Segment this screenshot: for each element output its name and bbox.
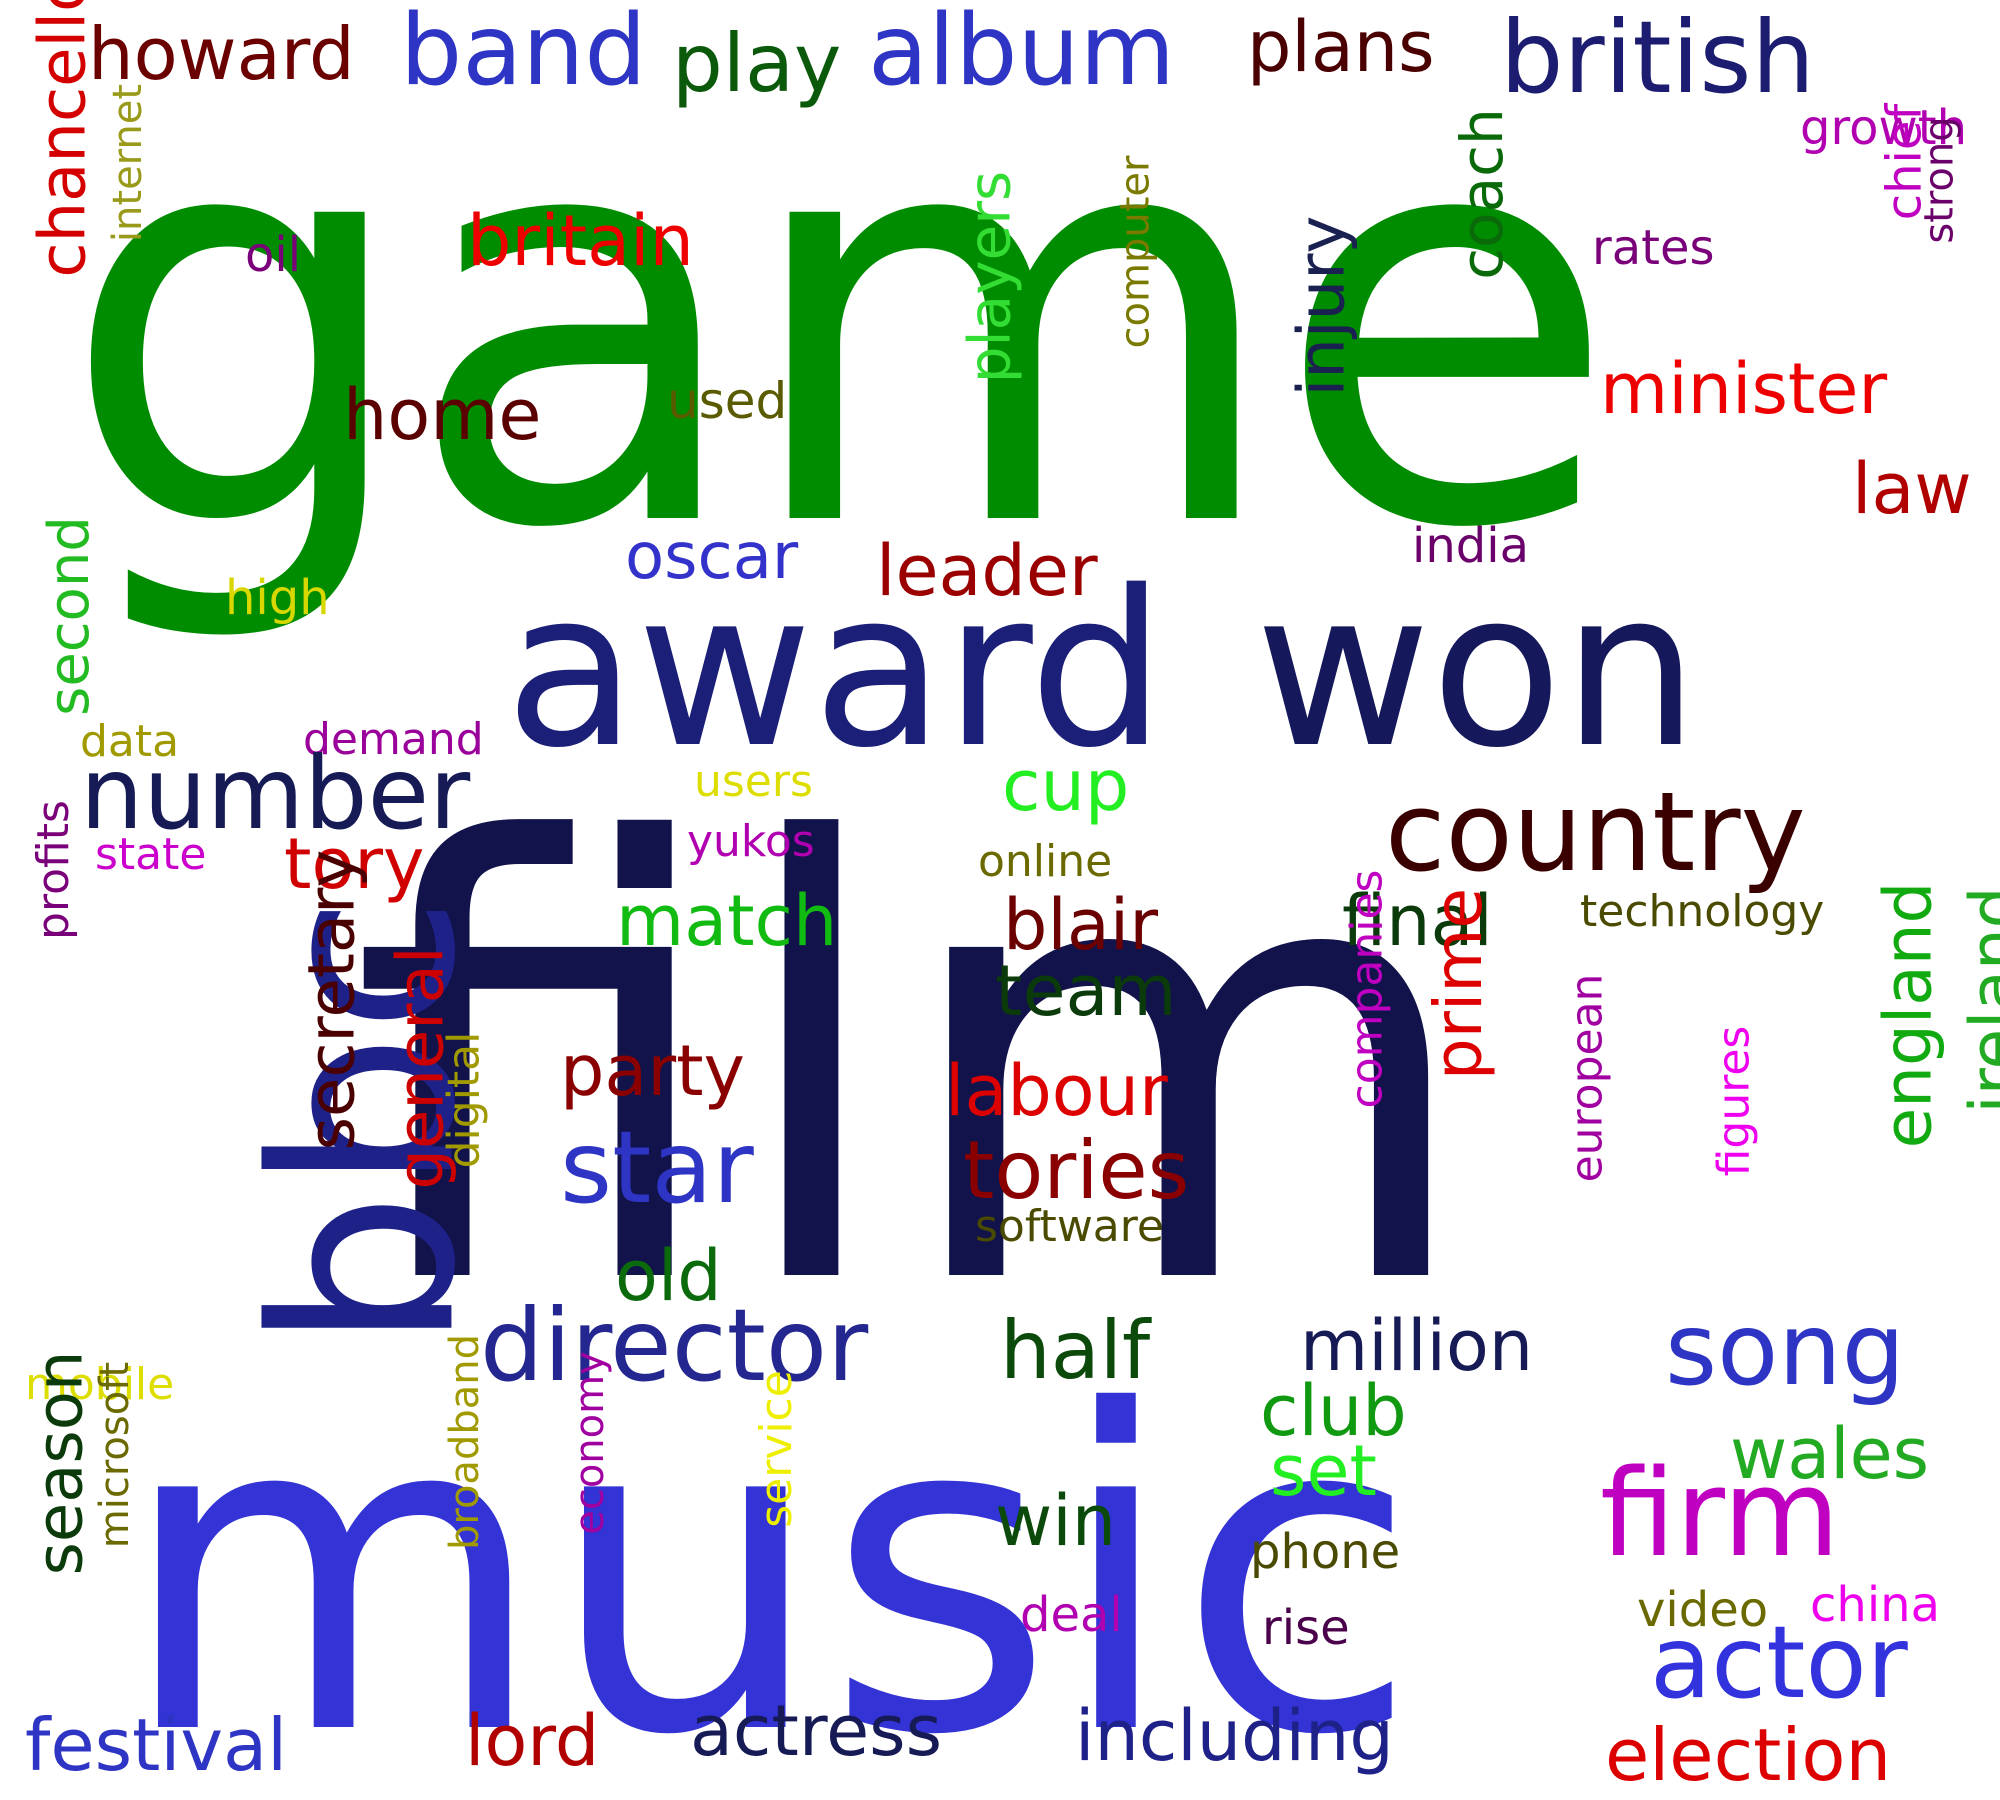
word-india: india xyxy=(1412,517,1529,574)
word-tories: tories xyxy=(963,1124,1190,1218)
word-team: team xyxy=(995,949,1177,1032)
word-strong: strong xyxy=(1917,116,1963,244)
word-second: second xyxy=(37,516,102,716)
word-minister: minister xyxy=(1600,347,1888,430)
word-festival: festival xyxy=(25,1702,288,1787)
word-ireland: ireland xyxy=(1955,886,2000,1114)
word-match: match xyxy=(616,879,838,962)
word-election: election xyxy=(1605,1712,1892,1797)
word-digital: digital xyxy=(438,1031,489,1168)
word-old: old xyxy=(615,1234,722,1317)
word-oscar: oscar xyxy=(625,520,799,595)
word-software: software xyxy=(975,1200,1164,1252)
word-half: half xyxy=(1000,1304,1151,1398)
word-labour: labour xyxy=(945,1049,1168,1132)
word-profits: profits xyxy=(28,800,80,940)
word-party: party xyxy=(560,1029,745,1112)
word-video: video xyxy=(1637,1581,1769,1638)
word-game: game xyxy=(60,0,1619,651)
word-used: used xyxy=(667,372,788,430)
word-lord: lord xyxy=(465,1699,600,1782)
word-home: home xyxy=(343,373,542,456)
word-band: band xyxy=(400,0,647,108)
word-star: star xyxy=(560,1109,754,1226)
word-deal: deal xyxy=(1020,1586,1123,1643)
word-song: song xyxy=(1665,1291,1906,1408)
word-firm: firm xyxy=(1600,1444,1840,1584)
word-state: state xyxy=(95,828,207,880)
word-law: law xyxy=(1852,447,1972,530)
word-film: film xyxy=(350,718,1480,1417)
word-actress: actress xyxy=(690,1689,943,1772)
word-mobile: mobile xyxy=(25,1358,175,1410)
word-music: music xyxy=(118,1319,1419,1800)
word-growth: growth xyxy=(1800,99,1968,156)
word-number: number xyxy=(80,735,471,852)
word-british: british xyxy=(1500,0,1815,116)
word-play: play xyxy=(672,17,842,111)
word-coach: coach xyxy=(1447,108,1516,280)
word-oil: oil xyxy=(245,226,302,283)
word-european: european xyxy=(1560,973,1612,1182)
word-secretary: secretary xyxy=(295,849,369,1150)
word-tory: tory xyxy=(284,822,425,905)
word-internet: internet xyxy=(105,83,151,242)
word-club: club xyxy=(1260,1369,1407,1452)
word-online: online xyxy=(978,835,1113,887)
word-chancellor: chancellor xyxy=(27,0,101,278)
word-technology: technology xyxy=(1580,885,1825,937)
word-broadband: broadband xyxy=(441,1334,488,1550)
word-microsoft: microsoft xyxy=(91,1361,138,1548)
word-leader: leader xyxy=(876,529,1098,612)
word-demand: demand xyxy=(303,713,484,765)
word-director: director xyxy=(480,1287,869,1404)
word-cup: cup xyxy=(1002,744,1130,827)
word-plans: plans xyxy=(1247,5,1435,88)
word-blair: blair xyxy=(1003,883,1159,966)
word-rise: rise xyxy=(1262,1599,1350,1656)
word-companies: companies xyxy=(1340,869,1392,1108)
word-phone: phone xyxy=(1250,1523,1401,1580)
word-set: set xyxy=(1270,1429,1377,1512)
word-service: service xyxy=(750,1370,802,1528)
word-album: album xyxy=(868,0,1176,108)
word-actor: actor xyxy=(1650,1604,1908,1721)
word-data: data xyxy=(80,715,180,767)
word-award: award xyxy=(505,544,1166,796)
word-howard: howard xyxy=(88,11,355,96)
word-wales: wales xyxy=(1730,1412,1930,1495)
word-country: country xyxy=(1385,767,1806,896)
word-prime: prime xyxy=(1419,887,1497,1080)
word-players: players xyxy=(954,170,1023,383)
word-britain: britain xyxy=(467,199,694,282)
word-million: million xyxy=(1300,1304,1534,1387)
word-high: high xyxy=(225,569,330,626)
word-users: users xyxy=(694,755,813,807)
word-yukos: yukos xyxy=(687,815,815,867)
word-rates: rates xyxy=(1592,219,1715,276)
word-economy: economy xyxy=(566,1351,613,1535)
word-china: china xyxy=(1810,1576,1940,1633)
word-won: won xyxy=(1255,544,1699,796)
word-injury: injury xyxy=(1285,215,1359,396)
word-figures: figures xyxy=(1708,1025,1759,1176)
word-computer: computer xyxy=(1111,155,1158,348)
word-including: including xyxy=(1075,1694,1394,1777)
word-season: season xyxy=(23,1350,97,1575)
word-final: final xyxy=(1342,879,1493,962)
word-win: win xyxy=(995,1479,1117,1562)
word-england: england xyxy=(1869,881,1946,1148)
